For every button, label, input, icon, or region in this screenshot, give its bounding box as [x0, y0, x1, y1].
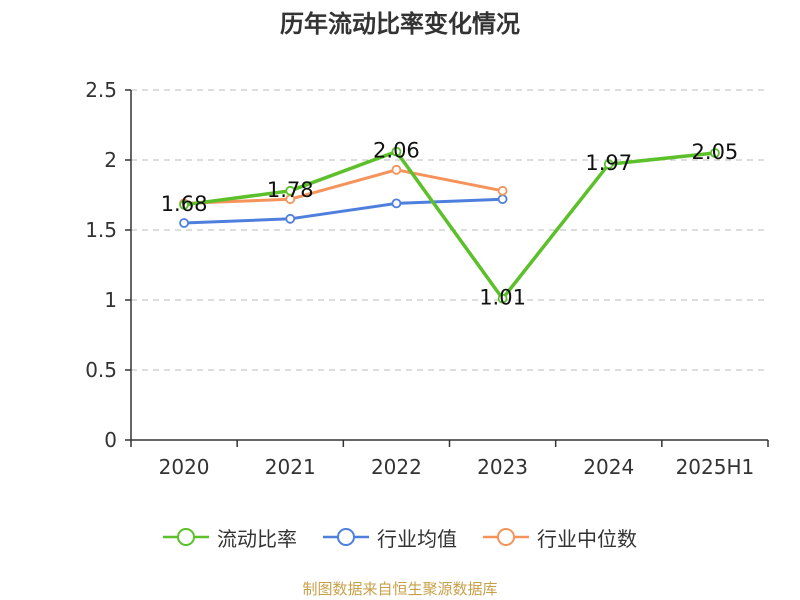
legend-marker-industry-mean: [323, 528, 369, 546]
x-tick-label: 2020: [159, 455, 210, 479]
data-point: [179, 199, 189, 210]
grid-lines: [131, 89, 768, 371]
data-point: [285, 185, 296, 196]
data-point: [285, 213, 296, 224]
data-point: [603, 159, 614, 170]
data-point: [391, 146, 402, 157]
series-1: [179, 194, 508, 228]
x-tick-label: 2022: [371, 455, 422, 479]
data-label: 1.01: [479, 286, 526, 310]
y-tick-label: 2: [104, 148, 117, 172]
x-tick-label: 2024: [583, 455, 634, 479]
data-point: [179, 218, 189, 228]
data-point: [391, 198, 402, 209]
x-tick-label: 2021: [265, 455, 316, 479]
series-line: [184, 168, 503, 205]
data-label: 2.05: [692, 140, 739, 164]
data-point: [497, 293, 508, 304]
data-point: [391, 164, 402, 175]
data-point: [497, 194, 508, 205]
legend-label-industry-median: 行业中位数: [537, 526, 637, 551]
legend-marker-industry-median: [483, 528, 529, 546]
source-note: 制图数据来自恒生聚源数据库: [302, 580, 498, 598]
x-tick-label: 2025H1: [676, 455, 755, 479]
data-labels: 1.68 1.78 2.06 1.01 1.97 2.05: [161, 139, 739, 310]
legend-item-current-ratio[interactable]: 流动比率: [163, 523, 297, 552]
chart-title: 历年流动比率变化情况: [280, 10, 520, 38]
data-point: [710, 148, 720, 158]
series-line: [183, 149, 716, 301]
data-label: 1.68: [161, 192, 208, 216]
data-point: [497, 185, 508, 196]
y-tick-label: 0.5: [85, 358, 117, 382]
legend-label-industry-mean: 行业均值: [377, 526, 457, 551]
data-label: 2.06: [373, 139, 420, 163]
series-lines: [179, 146, 720, 304]
legend-label-current-ratio: 流动比率: [217, 526, 297, 551]
y-tick-label: 2.5: [85, 78, 117, 102]
legend-item-industry-mean[interactable]: 行业均值: [323, 523, 457, 552]
series-line: [184, 197, 503, 225]
y-tick-label: 0: [104, 428, 117, 452]
y-tick-label: 1.5: [85, 218, 117, 242]
x-tick-label: 2023: [477, 455, 528, 479]
axes: 0 0.5 1 1.5 2 2.5 2020 2021 2022 2023 2024 2025H1: [85, 78, 769, 479]
data-label: 1.78: [267, 178, 314, 202]
legend-marker-current-ratio: [163, 528, 209, 546]
data-label: 1.97: [585, 151, 632, 175]
legend: 流动比率 行业均值 行业中位数: [0, 520, 800, 554]
series-0: [179, 146, 720, 304]
legend-item-industry-median[interactable]: 行业中位数: [483, 523, 637, 552]
y-tick-label: 1: [104, 288, 117, 312]
